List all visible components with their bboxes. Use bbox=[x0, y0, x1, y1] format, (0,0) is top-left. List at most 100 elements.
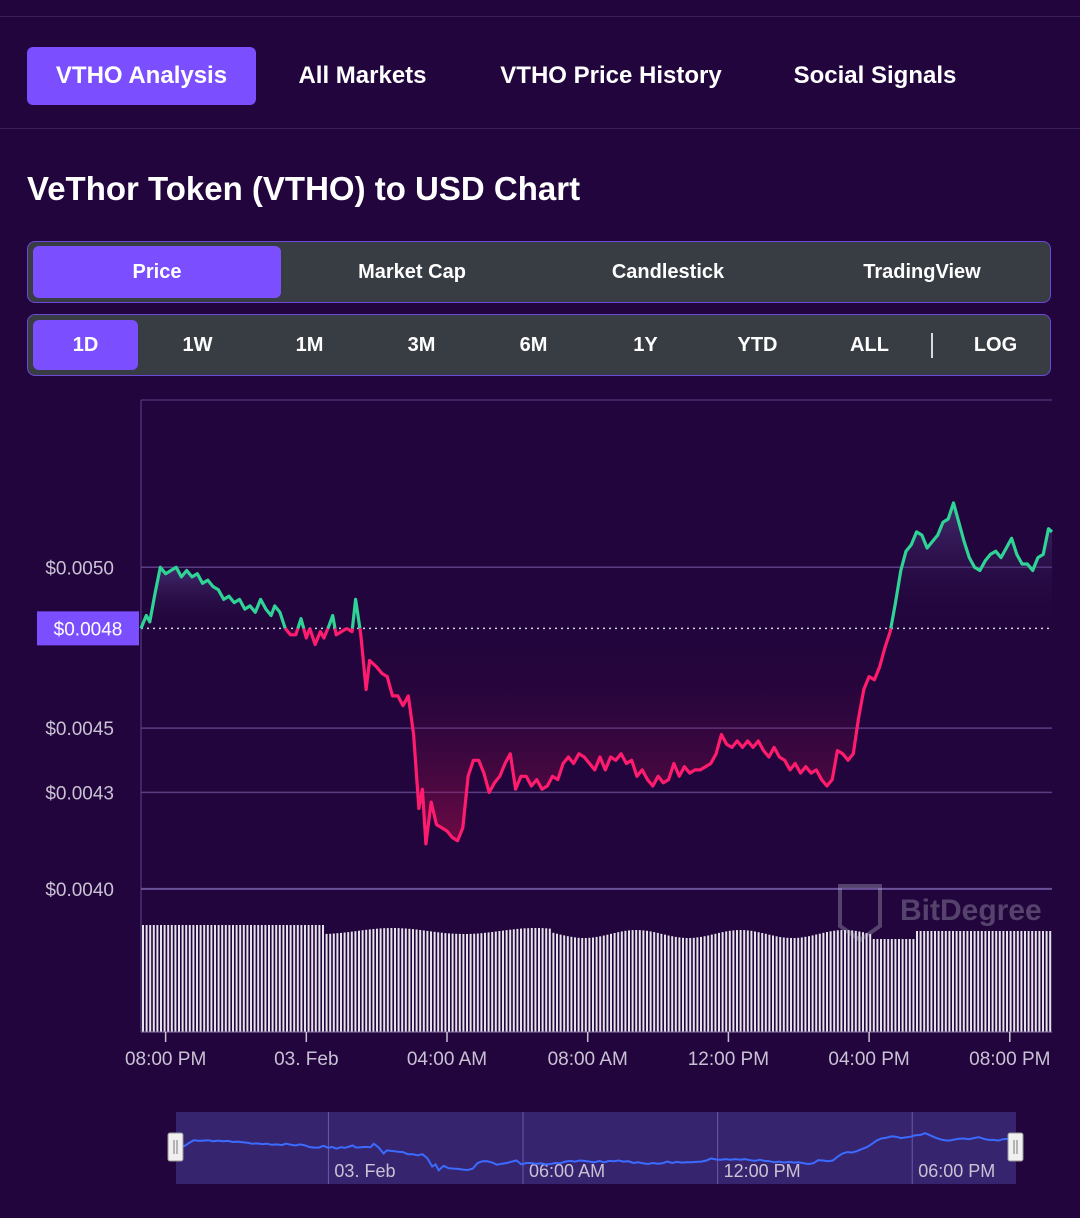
range-all[interactable]: ALL bbox=[850, 334, 889, 356]
volume-bar bbox=[372, 929, 375, 1032]
volume-bar bbox=[944, 931, 947, 1032]
navigator-tick-label: 12:00 PM bbox=[724, 1161, 801, 1181]
price-chart[interactable]: $0.0050 $0.0045 $0.0043 $0.0040 $0.0048 BitDe… bbox=[0, 390, 1080, 1080]
volume-bar bbox=[797, 937, 800, 1032]
volume-bar bbox=[570, 936, 573, 1032]
volume-bar bbox=[304, 925, 306, 1032]
volume-bar bbox=[379, 928, 382, 1032]
range-1m[interactable]: 1M bbox=[295, 334, 324, 356]
chart-type-candlestick[interactable]: Candlestick bbox=[611, 261, 725, 283]
volume-bar bbox=[671, 936, 674, 1032]
volume-bar bbox=[1002, 931, 1005, 1032]
volume-bar bbox=[631, 930, 634, 1032]
volume-bar bbox=[955, 931, 958, 1032]
volume-bar bbox=[289, 925, 292, 1032]
tab-vtho-analysis[interactable]: VTHO Analysis bbox=[27, 47, 256, 105]
range-navigator[interactable]: 03. Feb 06:00 AM 12:00 PM 06:00 PM bbox=[0, 1100, 1080, 1200]
volume-bar bbox=[228, 925, 231, 1032]
volume-bar bbox=[890, 939, 893, 1032]
volume-bar bbox=[754, 931, 756, 1032]
volume-bar bbox=[962, 931, 965, 1032]
volume-bar bbox=[905, 939, 908, 1032]
tab-all-markets[interactable]: All Markets bbox=[298, 62, 427, 89]
volume-bar bbox=[458, 933, 461, 1032]
volume-bar bbox=[1031, 931, 1034, 1032]
volume-bar bbox=[188, 925, 191, 1032]
volume-bar bbox=[224, 925, 227, 1032]
volume-bar bbox=[606, 934, 609, 1032]
volume-bar bbox=[826, 932, 828, 1032]
volume-bar bbox=[584, 938, 587, 1032]
volume-bar bbox=[347, 932, 350, 1032]
volume-bar bbox=[815, 934, 818, 1032]
price-line-down bbox=[358, 628, 893, 846]
volume-bar bbox=[509, 929, 512, 1032]
volume-bar bbox=[714, 933, 717, 1032]
volume-bar bbox=[476, 933, 479, 1032]
volume-bar bbox=[984, 931, 987, 1032]
volume-bar bbox=[318, 925, 321, 1032]
chart-type-market-cap[interactable]: Market Cap bbox=[358, 261, 466, 283]
volume-bar bbox=[545, 928, 548, 1032]
volume-bar bbox=[390, 928, 393, 1032]
volume-bar bbox=[998, 931, 1001, 1032]
range-6m[interactable]: 6M bbox=[519, 334, 548, 356]
volume-bar bbox=[638, 930, 641, 1032]
volume-bar bbox=[520, 928, 522, 1032]
volume-bar bbox=[739, 930, 742, 1032]
price-area-down bbox=[359, 628, 891, 844]
volume-bar bbox=[167, 925, 170, 1032]
volume-bar bbox=[574, 937, 576, 1032]
volume-bar bbox=[833, 930, 836, 1032]
volume-bar bbox=[660, 933, 663, 1032]
volume-bar bbox=[142, 925, 144, 1032]
volume-bar bbox=[232, 925, 234, 1032]
volume-bar bbox=[282, 925, 285, 1032]
volume-bar bbox=[635, 930, 638, 1032]
log-toggle[interactable]: LOG bbox=[973, 334, 1018, 356]
volume-bar bbox=[847, 930, 850, 1032]
volume-bar bbox=[404, 928, 407, 1032]
volume-bar bbox=[325, 933, 328, 1032]
volume-bar bbox=[1020, 931, 1023, 1032]
y-tick-label: $0.0045 bbox=[45, 719, 114, 740]
volume-bar bbox=[451, 933, 454, 1032]
volume-bar bbox=[210, 925, 213, 1032]
chart-type-tradingview[interactable]: TradingView bbox=[863, 261, 981, 283]
volume-bar bbox=[206, 925, 209, 1032]
x-tick-label: 04:00 AM bbox=[407, 1049, 487, 1070]
chart-type-price[interactable]: Price bbox=[33, 246, 281, 298]
volume-bar bbox=[397, 928, 400, 1032]
volume-bar bbox=[836, 930, 839, 1032]
range-1d[interactable]: 1D bbox=[33, 320, 138, 370]
navigator-handle bbox=[1007, 1132, 1024, 1162]
range-3m[interactable]: 3M bbox=[407, 334, 436, 356]
range-ytd[interactable]: YTD bbox=[737, 334, 778, 356]
volume-bar bbox=[181, 925, 184, 1032]
volume-bar bbox=[876, 939, 879, 1032]
volume-bar bbox=[300, 925, 303, 1032]
volume-bar bbox=[160, 925, 162, 1032]
volume-bar bbox=[746, 930, 749, 1032]
range-1y[interactable]: 1Y bbox=[633, 334, 658, 356]
range-1w[interactable]: 1W bbox=[182, 334, 213, 356]
volume-bar bbox=[534, 928, 537, 1032]
volume-bar bbox=[707, 935, 710, 1032]
volume-bar bbox=[386, 928, 389, 1032]
y-tick-label: $0.0040 bbox=[45, 880, 114, 901]
volume-bar bbox=[530, 928, 533, 1032]
volume-bar bbox=[818, 933, 821, 1032]
volume-bar bbox=[1045, 931, 1048, 1032]
volume-bar bbox=[887, 939, 890, 1032]
volume-bar bbox=[1049, 931, 1052, 1032]
volume-bar bbox=[808, 936, 810, 1032]
volume-bar bbox=[880, 939, 882, 1032]
volume-bar bbox=[779, 937, 782, 1032]
volume-bar bbox=[732, 930, 735, 1032]
tab-vtho-price-history[interactable]: VTHO Price History bbox=[500, 62, 722, 89]
watermark-text: BitDegree bbox=[900, 894, 1042, 927]
volume-bar bbox=[260, 925, 263, 1032]
tab-social-signals[interactable]: Social Signals bbox=[793, 62, 957, 89]
volume-bar bbox=[358, 930, 360, 1032]
volume-bar bbox=[1038, 931, 1041, 1032]
